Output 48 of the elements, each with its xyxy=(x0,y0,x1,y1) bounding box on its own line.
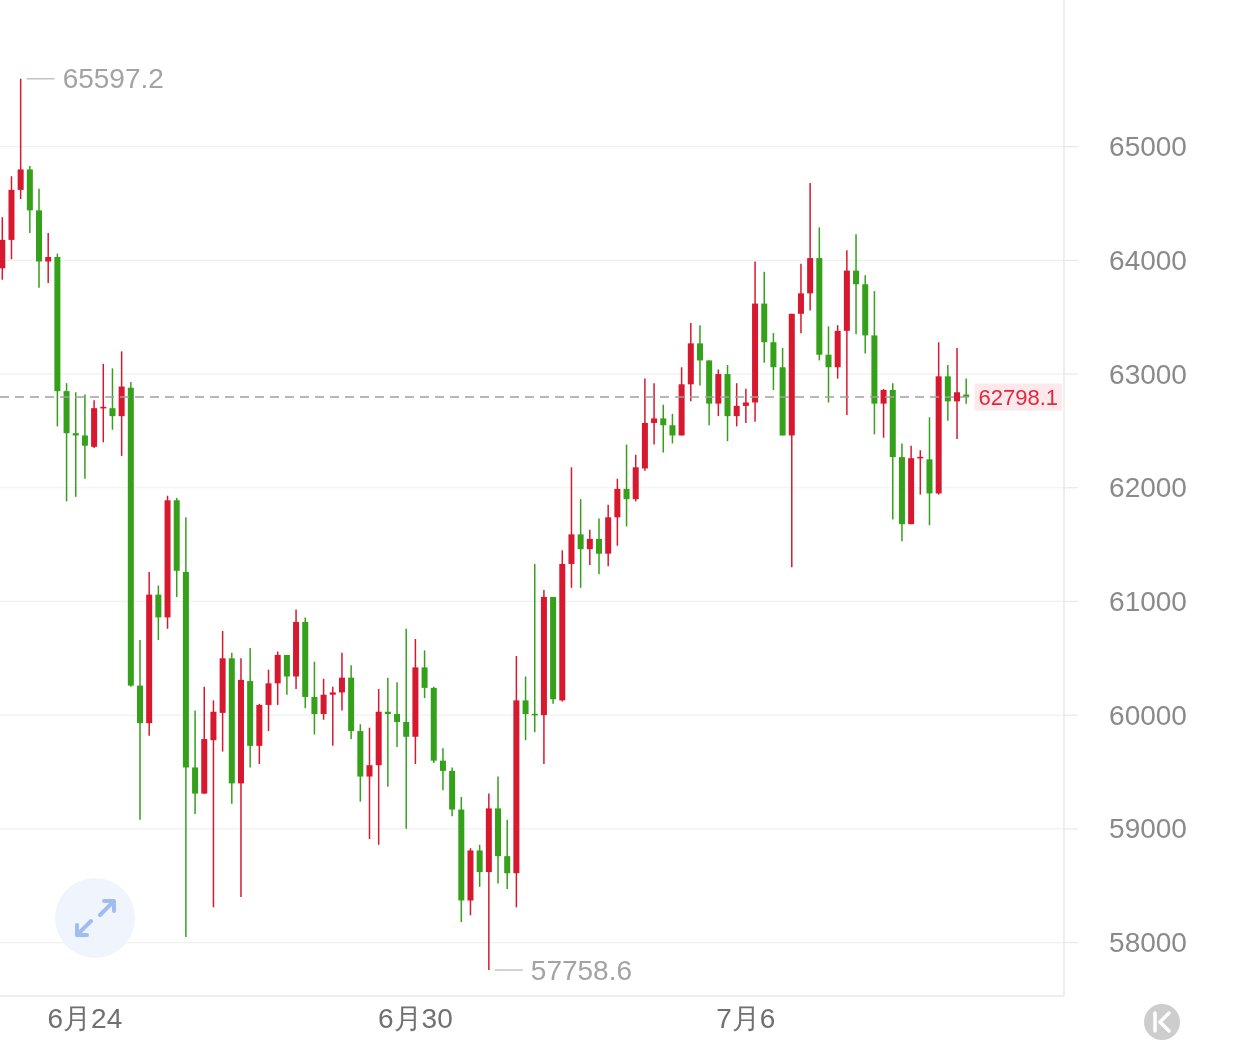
ref-line-label: 62798.1 xyxy=(978,384,1058,410)
candlestick xyxy=(825,325,832,404)
candlestick xyxy=(504,819,511,890)
y-tick-label: 63000 xyxy=(1109,358,1187,390)
x-tick-label: 7月6 xyxy=(716,1002,776,1034)
candlestick xyxy=(596,517,602,575)
candlestick xyxy=(394,681,401,748)
annotation: 65597.2 xyxy=(62,63,164,95)
candlestick xyxy=(880,388,887,439)
candlestick xyxy=(669,413,676,445)
x-tick-label: 6月24 xyxy=(47,1002,123,1034)
candlestick xyxy=(742,388,749,424)
candlestick xyxy=(421,649,428,699)
candlestick xyxy=(586,529,593,566)
candlestick xyxy=(954,347,961,440)
candlestick xyxy=(265,668,272,732)
candlestick xyxy=(45,232,52,284)
candlestick xyxy=(577,498,584,589)
candlestick xyxy=(853,233,860,336)
candlestick xyxy=(797,263,804,334)
candlestick xyxy=(329,685,336,747)
candlestick xyxy=(81,393,88,480)
candlestick xyxy=(476,844,483,888)
annotation: 57758.6 xyxy=(530,954,633,986)
candlestick xyxy=(623,443,630,528)
candlestick xyxy=(651,382,658,446)
candlestick xyxy=(660,404,667,454)
candlestick xyxy=(338,651,345,712)
candlestick xyxy=(403,628,410,830)
candlestick xyxy=(733,382,740,428)
candlestick xyxy=(439,747,446,791)
y-tick-label: 62000 xyxy=(1109,472,1187,504)
y-tick-label: 65000 xyxy=(1109,131,1187,163)
candlestick xyxy=(696,324,703,387)
y-tick-label: 61000 xyxy=(1109,585,1187,617)
candlestick xyxy=(522,675,529,741)
candlestick xyxy=(109,367,116,431)
y-tick-label: 58000 xyxy=(1109,927,1187,959)
y-tick-label: 60000 xyxy=(1109,699,1187,731)
y-tick-label: 59000 xyxy=(1109,813,1187,845)
candlestick xyxy=(320,678,327,721)
candlestick xyxy=(311,660,318,736)
candlestick xyxy=(366,726,373,840)
candlestick xyxy=(283,654,290,696)
candlestick xyxy=(155,584,162,641)
y-tick-label: 64000 xyxy=(1109,244,1187,276)
x-tick-label: 6月30 xyxy=(378,1002,453,1034)
candlestick xyxy=(17,78,24,200)
